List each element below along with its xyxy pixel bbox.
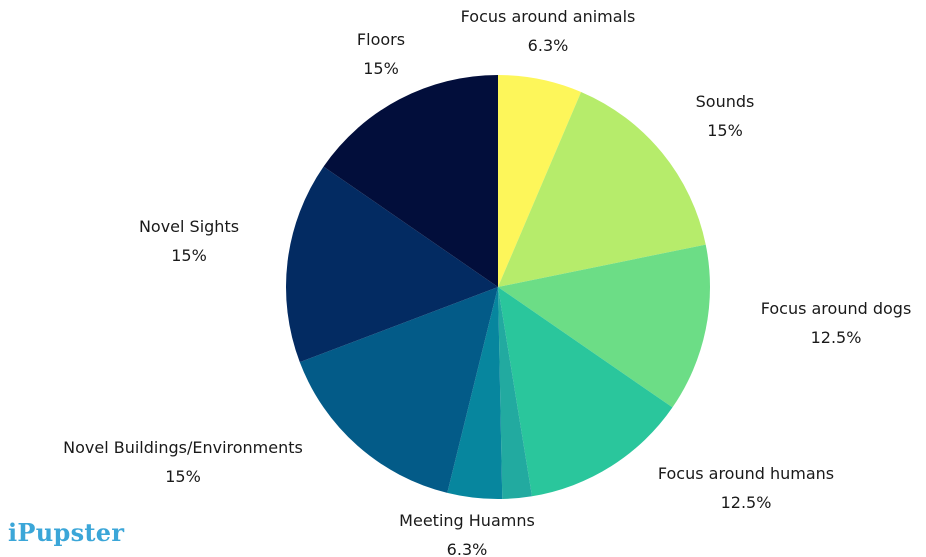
slice-label-value: 15%: [363, 59, 399, 78]
slice-label-category: Focus around humans: [658, 464, 834, 483]
slice-novel-sights: [285, 166, 498, 363]
slice-meeting-huamns-a: [498, 287, 533, 499]
slice-label-value: 6.3%: [528, 36, 569, 55]
slice-label-category: Sounds: [696, 92, 755, 111]
slice-label-category: Novel Buildings/Environments: [63, 438, 303, 457]
slice-label-value: 15%: [707, 121, 743, 140]
slice-label-category: Floors: [357, 30, 405, 49]
slice-label-value: 12.5%: [811, 328, 862, 347]
slice-label-value: 12.5%: [721, 493, 772, 512]
slice-label-category: Novel Sights: [139, 217, 239, 236]
pie-slices: [285, 75, 710, 499]
slice-label-value: 15%: [171, 246, 207, 265]
slice-label-value: 6.3%: [447, 540, 488, 557]
slice-focus-around-animals: [498, 75, 582, 287]
slice-sounds: [498, 91, 706, 287]
slice-floors: [323, 75, 498, 287]
slice-label-value: 15%: [165, 467, 201, 486]
slice-focus-around-dogs: [498, 244, 710, 408]
slice-novel-buildings-environments: [299, 287, 498, 493]
slice-label-category: Focus around animals: [461, 7, 636, 26]
slice-labels: Focus around animals 6.3% Sounds 15% Focus a…: [63, 7, 911, 557]
slice-focus-around-humans: [498, 287, 673, 497]
slice-meeting-huamns-b: [447, 287, 503, 499]
slice-label-category: Focus around dogs: [761, 299, 912, 318]
ipupster-logo: iPupster: [8, 518, 125, 547]
slice-label-category: Meeting Huamns: [399, 511, 535, 530]
